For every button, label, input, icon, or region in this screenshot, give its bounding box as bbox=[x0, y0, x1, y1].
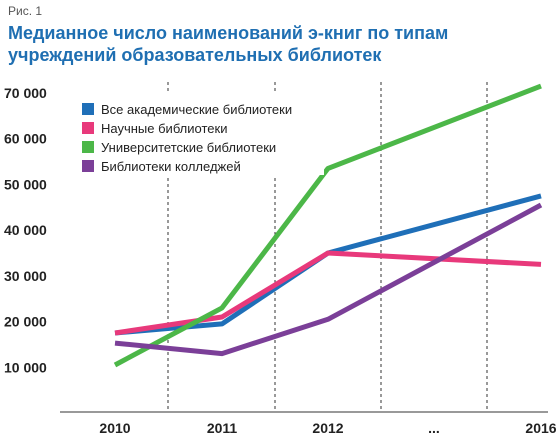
x-tick-label: 2012 bbox=[312, 420, 343, 436]
series-lines bbox=[113, 83, 543, 368]
legend-label-1: Научные библиотеки bbox=[101, 121, 227, 136]
x-tick-label: 2011 bbox=[207, 420, 238, 436]
legend-swatch-2 bbox=[82, 141, 94, 153]
chart-title-line-2: учреждений образовательных библиотек bbox=[8, 45, 382, 65]
y-tick-label: 70 000 bbox=[4, 85, 47, 101]
chart-title: Медианное число наименований э-книг по т… bbox=[8, 22, 548, 66]
figure-label: Рис. 1 bbox=[8, 4, 43, 18]
y-tick-label: 20 000 bbox=[4, 314, 47, 330]
y-tick-label: 50 000 bbox=[4, 176, 47, 192]
legend-box bbox=[74, 93, 324, 175]
legend-label-2: Университетские библиотеки bbox=[101, 140, 276, 155]
series-line-0 bbox=[114, 193, 542, 336]
series-line-3 bbox=[114, 202, 543, 357]
x-tick-label: 2016 bbox=[525, 420, 556, 436]
legend-swatch-0 bbox=[82, 103, 94, 115]
y-tick-label: 30 000 bbox=[4, 268, 47, 284]
y-tick-label: 10 000 bbox=[4, 359, 47, 375]
legend: Все академические библиотеки Научные библ… bbox=[74, 93, 324, 175]
legend-swatch-1 bbox=[82, 122, 94, 134]
series-line-1 bbox=[114, 250, 542, 336]
series-line-2 bbox=[113, 83, 542, 368]
x-tick-label: 2010 bbox=[99, 420, 130, 436]
x-tick-label: ... bbox=[428, 420, 440, 436]
legend-label-0: Все академические библиотеки bbox=[101, 102, 292, 117]
y-tick-label: 60 000 bbox=[4, 131, 47, 147]
chart-title-line-1: Медианное число наименований э-книг по т… bbox=[8, 23, 449, 43]
legend-swatch-3 bbox=[82, 160, 94, 172]
y-tick-label: 40 000 bbox=[4, 222, 47, 238]
axes: 10 000 20 000 30 000 40 000 50 000 60 000 70 0… bbox=[4, 85, 557, 436]
legend-label-3: Библиотеки колледжей bbox=[101, 159, 241, 174]
